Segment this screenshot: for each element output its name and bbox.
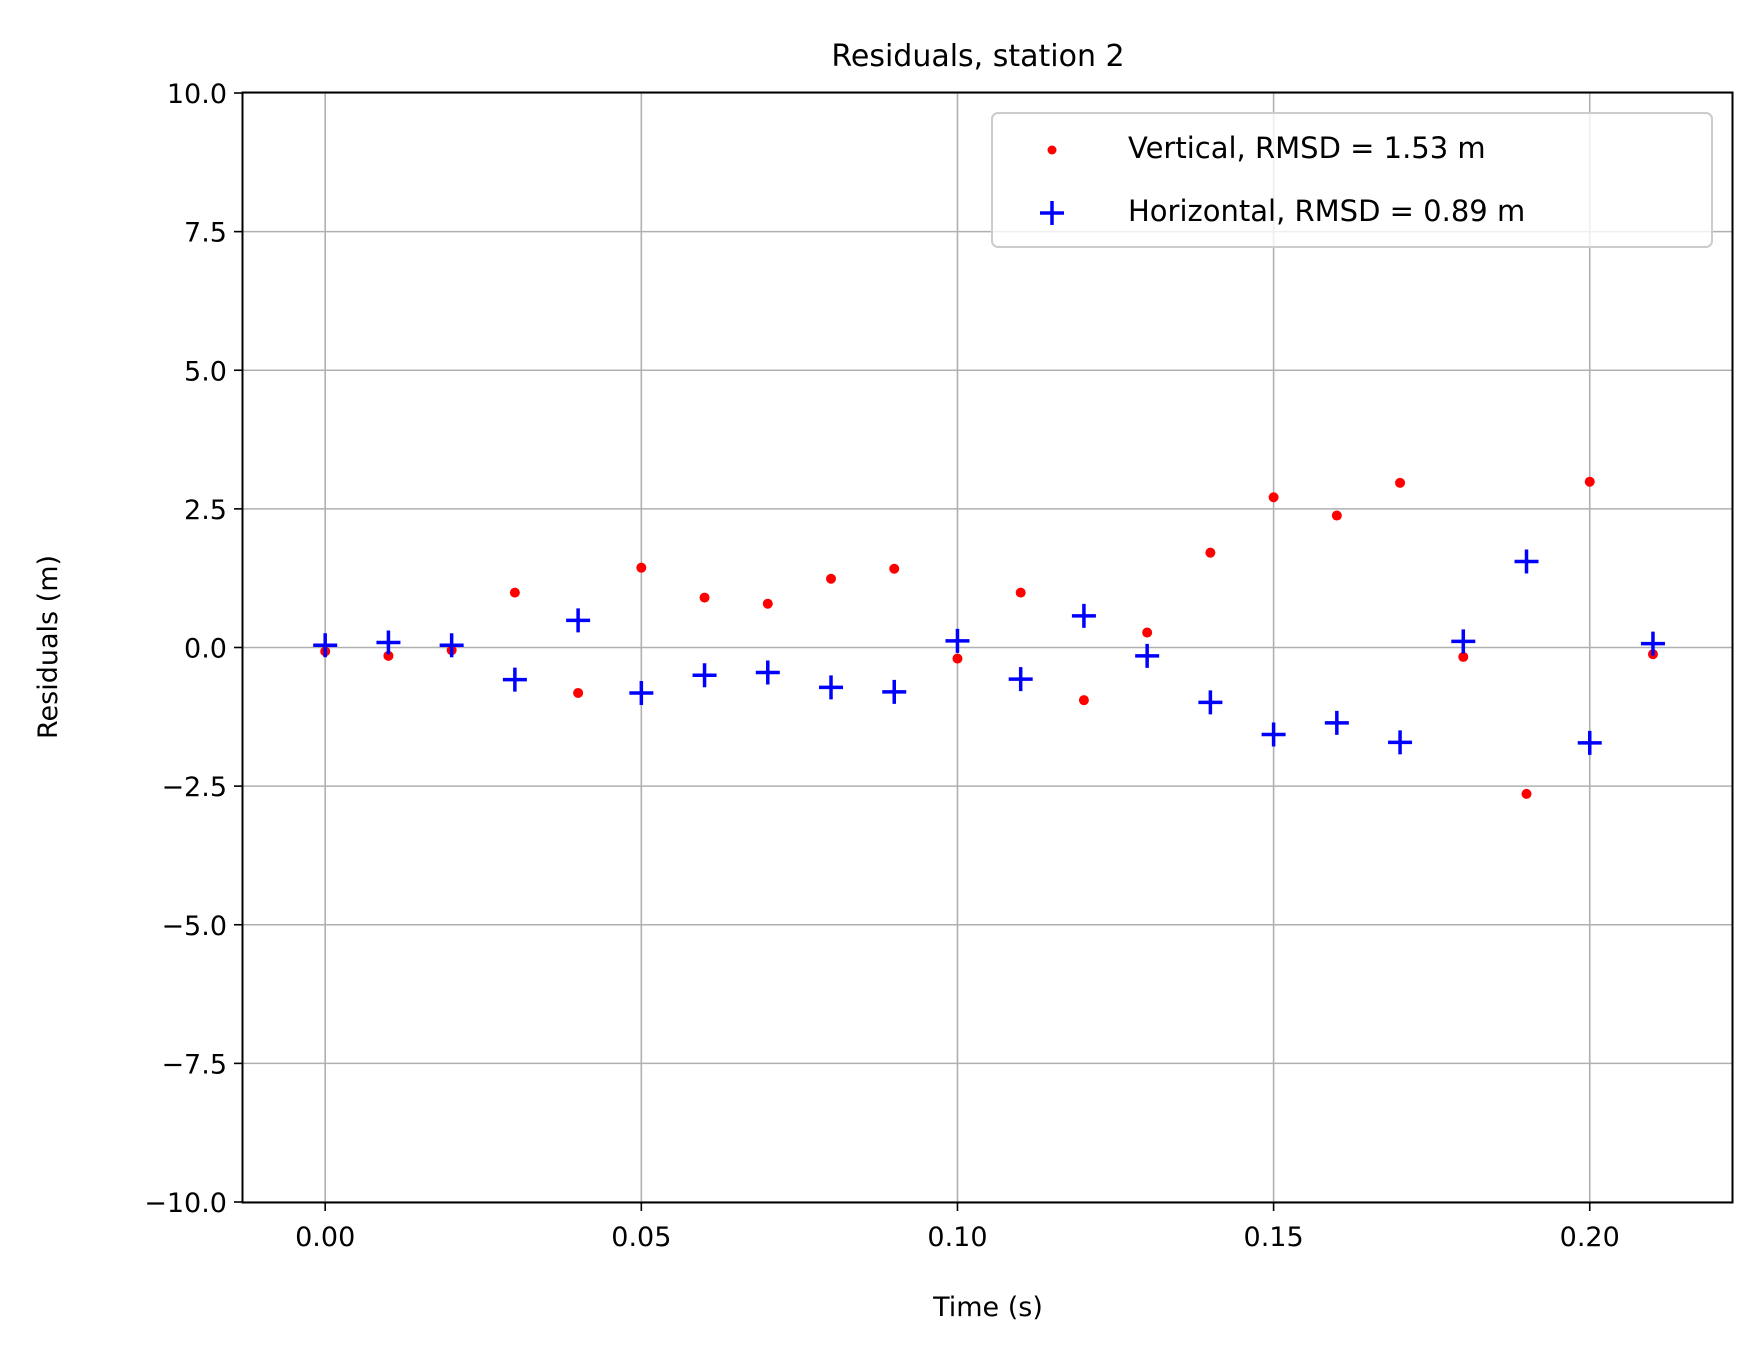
vertical-point <box>762 598 773 609</box>
horizontal-point <box>882 679 907 704</box>
horizontal-point <box>1514 549 1539 574</box>
y-axis-label: Residuals (m) <box>33 555 64 739</box>
vertical-point <box>889 563 900 574</box>
vertical-point <box>1015 587 1026 598</box>
horizontal-point <box>1135 643 1160 668</box>
chart-title: Residuals, station 2 <box>831 39 1124 74</box>
horizontal-point <box>755 660 780 685</box>
axis-ticks: 0.00 0.05 0.10 0.15 0.20 10.0 7.5 5.0 2.5 0.0 −2.5… <box>144 79 1620 1253</box>
x-tick-label: 0.15 <box>1244 1222 1304 1253</box>
horizontal-point <box>1071 603 1096 628</box>
vertical-point <box>699 592 710 603</box>
horizontal-point <box>1324 710 1349 735</box>
y-tick-label: 10.0 <box>167 79 227 110</box>
vertical-point <box>573 687 584 698</box>
legend-marker-vertical <box>1047 145 1057 155</box>
vertical-point <box>826 573 837 584</box>
y-tick-label: −10.0 <box>144 1188 227 1219</box>
vertical-point <box>383 650 394 661</box>
horizontal-point <box>1198 690 1223 715</box>
y-tick-label: −2.5 <box>161 772 227 803</box>
horizontal-point <box>1640 631 1665 656</box>
vertical-point <box>1521 788 1532 799</box>
vertical-point <box>1395 477 1406 488</box>
vertical-point <box>1078 695 1089 706</box>
horizontal-point <box>629 680 654 705</box>
horizontal-point <box>692 663 717 688</box>
y-tick-label: −5.0 <box>161 911 227 942</box>
legend-box <box>991 112 1713 248</box>
horizontal-point <box>945 628 970 653</box>
legend-marker-horizontal <box>1040 201 1064 225</box>
vertical-point <box>636 562 647 573</box>
vertical-point <box>1458 651 1469 662</box>
x-tick-label: 0.05 <box>611 1222 671 1253</box>
horizontal-point <box>376 630 401 655</box>
series-vertical <box>320 476 1658 799</box>
horizontal-point <box>313 633 338 658</box>
y-tick-label: 5.0 <box>184 356 227 387</box>
x-tick-label: 0.20 <box>1560 1222 1620 1253</box>
legend-label-vertical: Vertical, RMSD = 1.53 m <box>1128 131 1486 165</box>
horizontal-point <box>1388 730 1413 755</box>
horizontal-point <box>1451 629 1476 654</box>
y-tick-label: 0.0 <box>184 634 227 665</box>
x-tick-label: 0.10 <box>927 1222 987 1253</box>
data-series <box>313 476 1665 799</box>
y-tick-label: 7.5 <box>184 218 227 249</box>
horizontal-point <box>502 667 527 692</box>
legend-label-horizontal: Horizontal, RMSD = 0.89 m <box>1128 194 1525 228</box>
horizontal-point <box>1261 722 1286 747</box>
x-axis-label: Time (s) <box>932 1292 1043 1323</box>
x-tick-label: 0.00 <box>295 1222 355 1253</box>
horizontal-point <box>566 608 591 633</box>
vertical-point <box>1205 547 1216 558</box>
y-tick-label: −7.5 <box>161 1049 227 1080</box>
vertical-point <box>1142 627 1153 638</box>
horizontal-point <box>1577 730 1602 755</box>
legend: Vertical, RMSD = 1.53 m Horizontal, RMSD… <box>991 112 1713 248</box>
vertical-point <box>509 587 520 598</box>
series-horizontal <box>313 549 1665 755</box>
horizontal-point <box>439 633 464 658</box>
vertical-point <box>1268 492 1279 503</box>
horizontal-point <box>1008 667 1033 692</box>
vertical-point <box>1584 476 1595 487</box>
y-tick-label: 2.5 <box>184 495 227 526</box>
vertical-point <box>1331 510 1342 521</box>
horizontal-point <box>819 675 844 700</box>
vertical-point <box>952 653 963 664</box>
